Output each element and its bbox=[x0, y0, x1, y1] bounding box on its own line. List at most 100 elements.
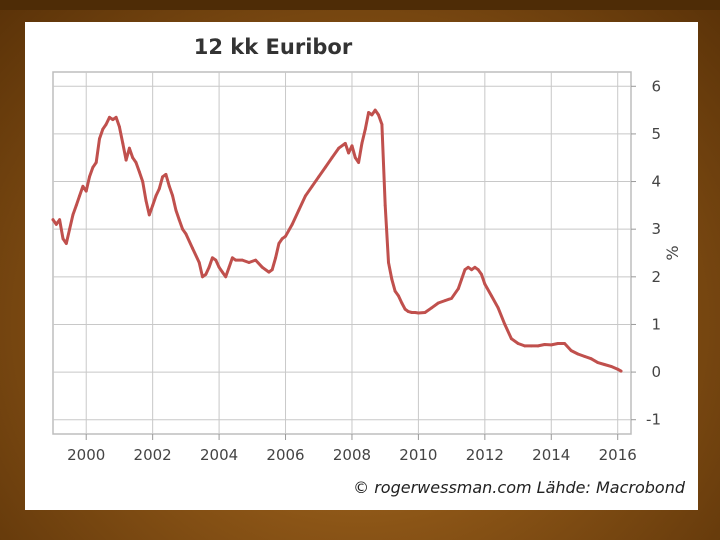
data-point bbox=[124, 158, 128, 162]
data-point bbox=[151, 204, 155, 207]
data-point bbox=[227, 265, 231, 269]
data-point bbox=[88, 175, 91, 179]
data-point bbox=[363, 127, 367, 131]
data-point bbox=[436, 301, 440, 305]
data-point bbox=[214, 258, 218, 262]
data-point bbox=[181, 227, 185, 231]
data-point bbox=[353, 156, 357, 160]
data-point bbox=[101, 127, 105, 131]
data-point bbox=[430, 306, 434, 310]
data-point bbox=[337, 146, 341, 150]
data-point bbox=[569, 349, 573, 352]
data-point bbox=[603, 363, 606, 366]
y-tick-label: 6 bbox=[651, 77, 661, 95]
y-tick-label: 1 bbox=[651, 315, 661, 333]
data-point bbox=[460, 277, 463, 281]
data-point bbox=[304, 194, 307, 198]
x-tick-label: 2008 bbox=[333, 446, 371, 464]
y-axis-label: % bbox=[663, 245, 682, 260]
data-point bbox=[377, 113, 380, 117]
x-tick-label: 2014 bbox=[532, 446, 570, 464]
data-point bbox=[138, 170, 141, 174]
data-point bbox=[476, 268, 480, 272]
data-point bbox=[71, 213, 75, 217]
data-point bbox=[423, 311, 427, 314]
data-point bbox=[284, 234, 287, 238]
data-point bbox=[357, 161, 360, 164]
plot-area bbox=[52, 71, 632, 435]
data-point bbox=[247, 261, 251, 264]
data-point bbox=[400, 301, 404, 305]
data-point bbox=[84, 189, 88, 193]
y-tick-label: 0 bbox=[651, 363, 661, 381]
data-point bbox=[58, 218, 61, 222]
data-point bbox=[529, 344, 533, 348]
data-point bbox=[197, 261, 201, 264]
chart-title: 12 kk Euribor bbox=[194, 35, 353, 59]
data-point bbox=[330, 156, 334, 160]
data-point bbox=[74, 204, 78, 207]
data-point bbox=[161, 175, 165, 179]
grid bbox=[53, 72, 631, 434]
x-tick-label: 2002 bbox=[134, 446, 172, 464]
data-point bbox=[343, 142, 347, 145]
data-point bbox=[118, 125, 121, 129]
data-point bbox=[267, 270, 271, 274]
x-tick-label: 2006 bbox=[266, 446, 304, 464]
data-point bbox=[51, 218, 55, 222]
data-point bbox=[280, 237, 284, 241]
data-point bbox=[576, 352, 580, 356]
data-point bbox=[373, 108, 377, 112]
data-point bbox=[147, 213, 151, 217]
data-point bbox=[310, 184, 314, 188]
x-tick-label: 2010 bbox=[399, 446, 437, 464]
data-point bbox=[274, 256, 277, 260]
data-point bbox=[121, 142, 125, 145]
data-point bbox=[131, 156, 135, 160]
data-point bbox=[317, 175, 321, 179]
data-point bbox=[466, 265, 470, 269]
data-point bbox=[201, 275, 204, 279]
data-point bbox=[403, 307, 407, 311]
data-point bbox=[290, 223, 294, 226]
data-point bbox=[240, 258, 244, 262]
chart-card: 12 kk Euribor -1 0 1 2 3 4 5 6 2000 2002 2004 2006… bbox=[25, 22, 698, 510]
data-point bbox=[413, 311, 417, 314]
data-point bbox=[260, 265, 264, 269]
data-point bbox=[417, 311, 420, 315]
y-tick-label: -1 bbox=[646, 411, 661, 429]
data-point bbox=[221, 270, 224, 274]
data-point bbox=[350, 144, 354, 148]
data-point bbox=[270, 268, 274, 272]
data-point bbox=[410, 311, 414, 314]
data-point bbox=[234, 258, 238, 262]
data-point bbox=[177, 218, 181, 222]
data-point bbox=[483, 282, 487, 286]
data-point bbox=[616, 367, 620, 371]
data-point bbox=[523, 344, 527, 348]
source-credit: © rogerwessman.com Lähde: Macrobond bbox=[353, 478, 686, 497]
data-point bbox=[104, 123, 108, 126]
data-point bbox=[204, 273, 208, 276]
data-point bbox=[360, 142, 364, 145]
data-point bbox=[81, 184, 85, 188]
y-tick-label: 5 bbox=[651, 125, 661, 143]
x-tick-label: 2012 bbox=[466, 446, 504, 464]
data-point bbox=[473, 265, 477, 269]
data-point bbox=[68, 227, 71, 231]
data-point bbox=[157, 187, 161, 191]
data-point bbox=[64, 242, 68, 245]
x-axis-ticks: 2000 2002 2004 2006 2008 2010 2012 2014 2016 bbox=[67, 434, 637, 464]
data-point bbox=[589, 357, 593, 361]
data-point bbox=[108, 115, 111, 119]
data-point bbox=[490, 294, 493, 298]
y-tick-label: 2 bbox=[651, 268, 661, 286]
data-point bbox=[111, 118, 115, 121]
data-point bbox=[536, 344, 540, 348]
data-point bbox=[254, 258, 257, 262]
data-point bbox=[207, 265, 211, 269]
data-point bbox=[609, 365, 613, 368]
data-point bbox=[91, 165, 95, 169]
data-point bbox=[61, 237, 65, 241]
data-point bbox=[393, 289, 397, 293]
